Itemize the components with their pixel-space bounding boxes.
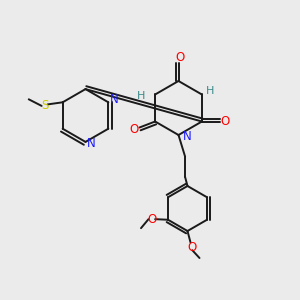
Text: N: N [182, 130, 191, 143]
Text: O: O [147, 213, 156, 226]
Text: H: H [206, 86, 214, 96]
Text: O: O [176, 51, 185, 64]
Text: O: O [221, 115, 230, 128]
Text: O: O [130, 122, 139, 136]
Text: S: S [41, 99, 48, 112]
Text: N: N [110, 93, 119, 106]
Text: O: O [188, 241, 197, 254]
Text: N: N [87, 137, 96, 150]
Text: H: H [136, 91, 145, 101]
